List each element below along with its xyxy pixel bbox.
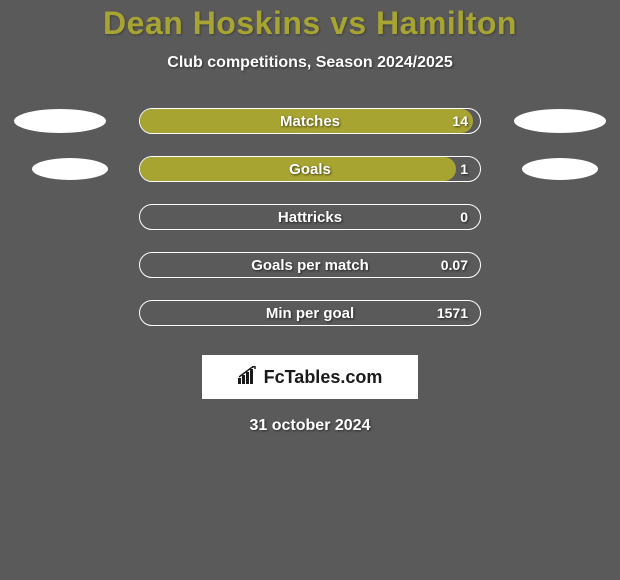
bar-label: Matches [140,113,480,130]
stat-row: Goals per match0.07 [0,251,620,279]
date-label: 31 october 2024 [0,417,620,435]
stat-bar: Min per goal1571 [139,300,481,326]
logo-box: FcTables.com [202,355,418,399]
page-title: Dean Hoskins vs Hamilton [0,5,620,42]
bar-label: Goals [140,161,480,178]
bar-label: Goals per match [140,257,480,274]
bar-value: 14 [452,113,468,129]
bar-value: 1571 [437,305,468,321]
stat-bar: Matches14 [139,108,481,134]
stat-row: Hattricks0 [0,203,620,231]
subtitle: Club competitions, Season 2024/2025 [0,54,620,72]
bar-value: 1 [460,161,468,177]
bar-value: 0 [460,209,468,225]
stat-bar: Goals per match0.07 [139,252,481,278]
stat-row: Matches14 [0,107,620,135]
logo-text: FcTables.com [264,367,383,388]
main-container: Dean Hoskins vs Hamilton Club competitio… [0,0,620,435]
stats-bars: Matches14 Goals1 Hattricks0 Goals per match… [0,107,620,327]
stat-bar: Hattricks0 [139,204,481,230]
stat-row: Min per goal1571 [0,299,620,327]
right-ellipse [514,109,606,133]
bar-label: Hattricks [140,209,480,226]
chart-icon [238,366,260,389]
bar-label: Min per goal [140,305,480,322]
logo: FcTables.com [238,366,383,389]
stat-bar: Goals1 [139,156,481,182]
stat-row: Goals1 [0,155,620,183]
right-ellipse [522,158,598,180]
bar-value: 0.07 [441,257,468,273]
left-ellipse [32,158,108,180]
left-ellipse [14,109,106,133]
